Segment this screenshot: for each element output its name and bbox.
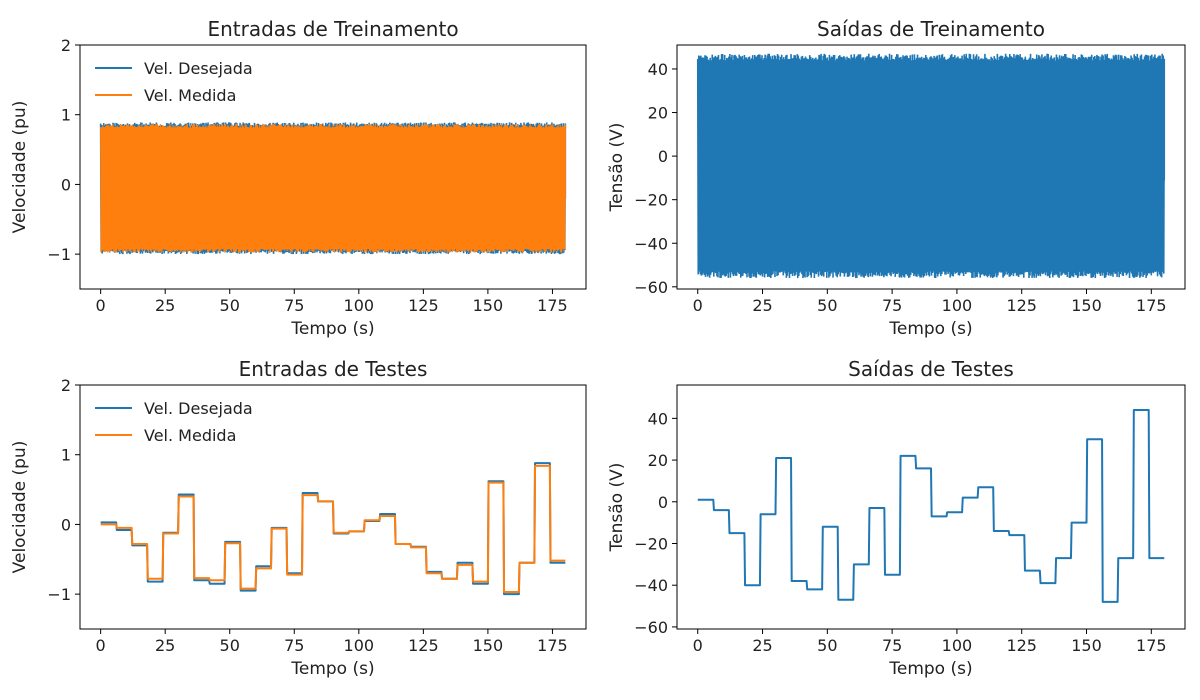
y-tick-label: −60 [634,278,668,297]
plot-area [696,53,1166,279]
y-axis-label: Velocidade (pu) [10,101,30,234]
y-tick-label: 0 [61,175,71,194]
series-line [696,53,1166,279]
chart-title: Saídas de Testes [848,357,1014,381]
x-tick-label: 25 [752,636,772,655]
x-tick-label: 125 [1006,636,1037,655]
axes-frame [79,384,587,630]
y-tick-label: 0 [658,493,668,512]
chart-title: Saídas de Treinamento [817,17,1045,41]
x-tick-label: 75 [284,296,304,315]
x-tick-label: 125 [408,296,439,315]
x-axis-label: Tempo (s) [888,659,972,679]
y-tick-label: 1 [61,106,71,125]
plot-area [100,462,566,596]
x-tick-label: 175 [537,296,568,315]
y-axis-label: Velocidade (pu) [10,441,30,574]
y-tick-label: −60 [634,618,668,637]
x-tick-label: 150 [1071,296,1102,315]
x-tick-label: 0 [693,636,703,655]
x-tick-label: 50 [817,636,837,655]
x-tick-label: 100 [942,636,973,655]
x-tick-label: 150 [473,296,504,315]
y-tick-label: −20 [634,191,668,210]
y-axis-label: Tensão (V) [607,463,627,553]
series-line [697,409,1165,603]
x-tick-label: 100 [942,296,973,315]
x-tick-label: 100 [344,636,375,655]
legend-label: Vel. Desejada [144,399,253,418]
y-tick-label: 0 [658,147,668,166]
x-tick-label: 25 [155,636,175,655]
y-tick-label: 20 [648,104,668,123]
x-tick-label: 25 [752,296,772,315]
y-tick-label: −1 [47,585,71,604]
y-tick-label: −40 [634,234,668,253]
x-tick-label: 175 [537,636,568,655]
y-tick-label: 20 [648,451,668,470]
plot-area [697,409,1165,603]
chart-3: Entradas de Testes 0 25 50 75 100 125 150 175 −1 0… [10,357,587,679]
x-tick-label: 50 [220,636,240,655]
y-tick-label: 0 [61,515,71,534]
chart-4: Saídas de Testes 0 25 50 75 100 125 150 175 −60 −4… [607,357,1186,679]
axes-frame [676,44,1186,290]
x-tick-label: 50 [220,296,240,315]
plot-area [99,122,567,255]
x-tick-label: 75 [882,296,902,315]
x-tick-label: 0 [693,296,703,315]
y-tick-label: 40 [648,60,668,79]
x-tick-label: 0 [96,636,106,655]
x-tick-label: 50 [817,296,837,315]
series-vel-medida [100,123,566,253]
y-tick-label: −40 [634,576,668,595]
x-tick-label: 175 [1136,296,1167,315]
legend-label: Vel. Medida [144,426,236,445]
y-tick-label: 2 [61,36,71,55]
x-axis-label: Tempo (s) [290,319,374,339]
y-tick-label: 1 [61,446,71,465]
x-tick-label: 75 [284,636,304,655]
chart-title: Entradas de Testes [239,357,428,381]
legend-label: Vel. Medida [144,86,236,105]
y-tick-label: 2 [61,376,71,395]
y-axis-label: Tensão (V) [607,123,627,213]
chart-title: Entradas de Treinamento [207,17,458,41]
y-tick-label: −1 [47,245,71,264]
x-tick-label: 125 [408,636,439,655]
x-tick-label: 75 [882,636,902,655]
legend: Vel. Desejada Vel. Medida [95,59,253,105]
y-tick-label: −20 [634,534,668,553]
chart-2: Saídas de Treinamento 0 25 50 75 100 125 150 175… [607,17,1186,339]
x-axis-label: Tempo (s) [888,319,972,339]
x-tick-label: 150 [473,636,504,655]
x-tick-label: 125 [1006,296,1037,315]
legend: Vel. Desejada Vel. Medida [95,399,253,445]
y-tick-label: 40 [648,409,668,428]
x-tick-label: 175 [1136,636,1167,655]
axes-frame [79,44,587,290]
x-tick-label: 0 [96,296,106,315]
chart-1: Entradas de Treinamento 0 25 50 75 100 125 150 1… [10,17,587,339]
axes-frame [676,384,1186,630]
legend-label: Vel. Desejada [144,59,253,78]
series-vel-medida [100,464,566,594]
x-tick-label: 25 [155,296,175,315]
x-tick-label: 100 [344,296,375,315]
x-axis-label: Tempo (s) [290,659,374,679]
x-tick-label: 150 [1071,636,1102,655]
